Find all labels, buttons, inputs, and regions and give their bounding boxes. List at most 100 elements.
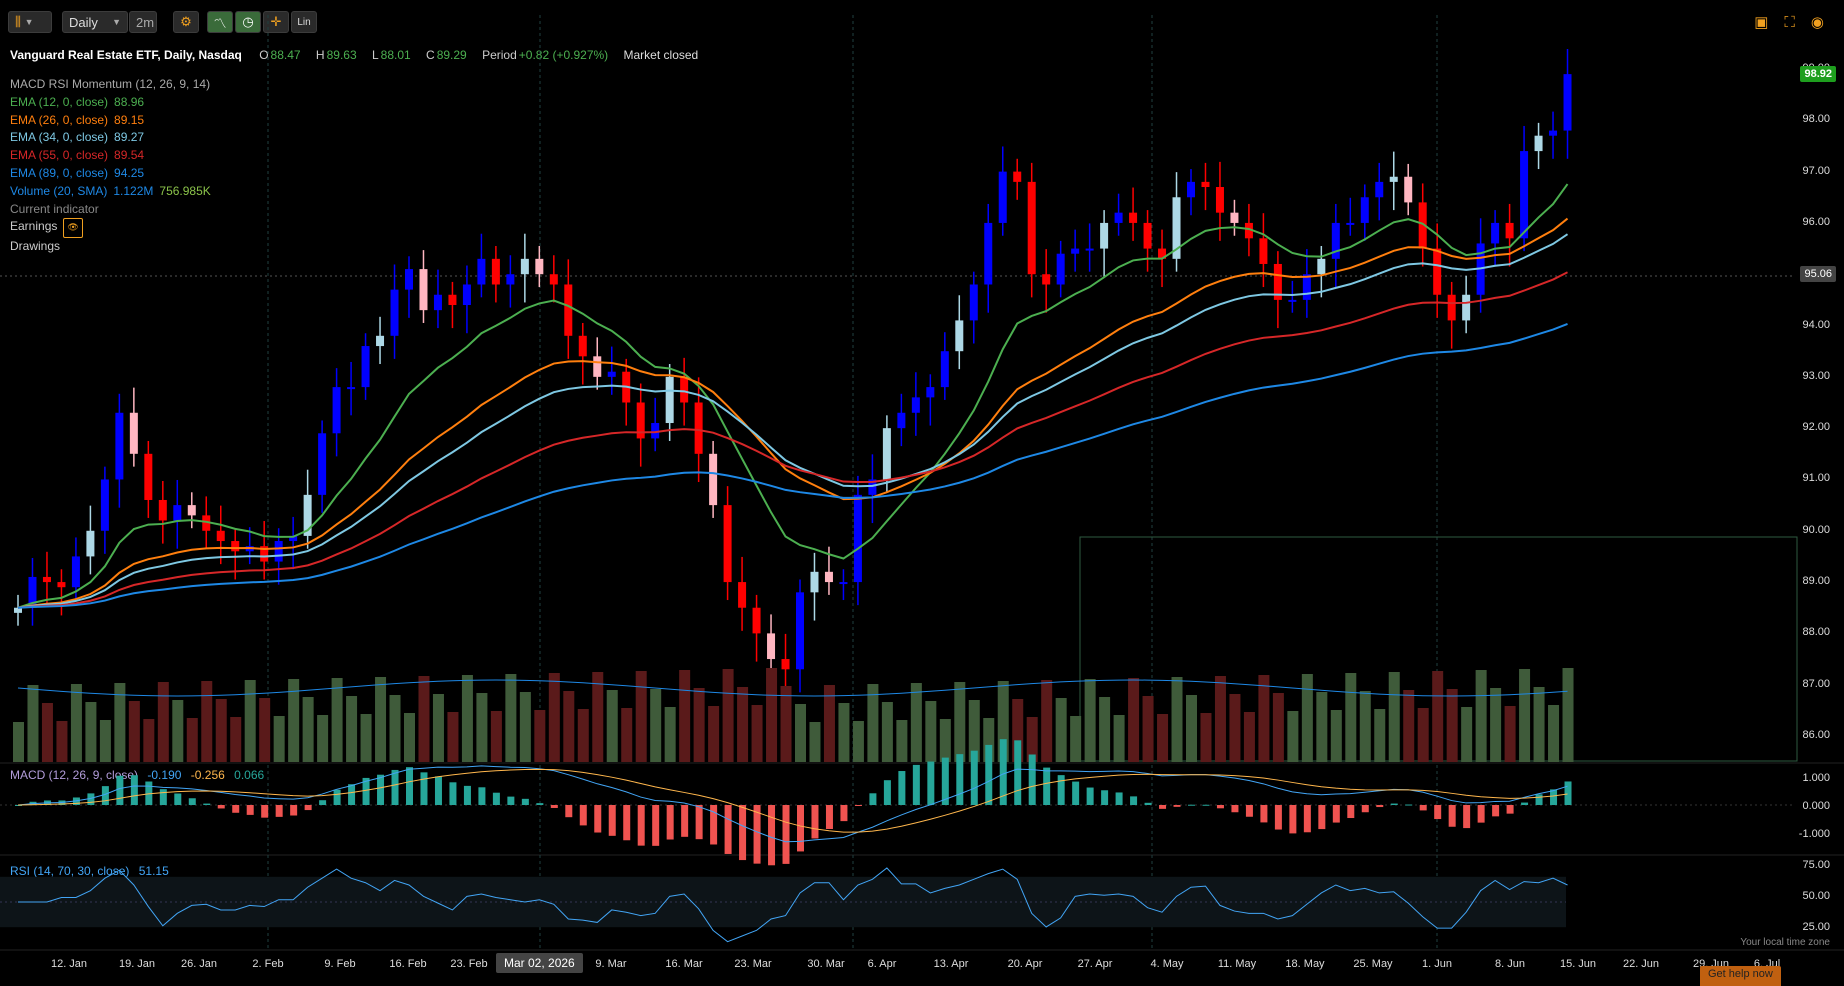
candle-body — [738, 582, 747, 608]
scale-label: Lin — [297, 16, 311, 28]
macd-histogram-bar — [652, 805, 660, 846]
candle-body — [911, 397, 920, 413]
candle-body — [868, 479, 877, 495]
volume-bar — [1345, 673, 1357, 762]
strategy-label[interactable]: MACD RSI Momentum (12, 26, 9, 14) — [10, 77, 211, 91]
macd-histogram-bar — [536, 803, 544, 805]
macd-histogram-bar — [854, 805, 862, 806]
macd-histogram-bar — [333, 789, 341, 805]
macd-histogram-bar — [1086, 787, 1094, 805]
macd-histogram-bar — [246, 805, 254, 815]
crosshair-button[interactable]: ✛ — [263, 11, 289, 33]
macd-histogram-bar — [1318, 805, 1326, 830]
rsi-tick-label: 50.00 — [1802, 890, 1830, 902]
volume-bar — [505, 674, 517, 762]
candle-body — [71, 556, 80, 588]
macd-signal-line — [17, 768, 1568, 833]
help-button[interactable]: Get help now — [1700, 966, 1781, 986]
volume-bar — [1562, 668, 1574, 762]
rsi-legend[interactable]: RSI (14, 70, 30, close) 51.15 — [10, 864, 169, 878]
macd-histogram-bar — [1043, 767, 1051, 805]
volume-bar — [1301, 674, 1313, 762]
ema26-line — [17, 217, 1569, 609]
clock-button[interactable]: ◷ — [235, 11, 261, 33]
ema55-legend[interactable]: EMA (55, 0, close) 89.54 — [10, 148, 145, 163]
period-label: Period — [482, 48, 517, 62]
volume-bar — [432, 694, 444, 762]
scale-button[interactable]: Lin — [291, 11, 317, 33]
volume-bar — [896, 720, 908, 762]
chevron-down-icon: ▼ — [112, 17, 121, 27]
indicators-button[interactable]: 〽 — [207, 11, 233, 33]
volume-bar — [925, 701, 937, 762]
volume-legend[interactable]: Volume (20, SMA) 1.122M 756.985K — [10, 183, 211, 198]
volume-bar — [70, 684, 82, 762]
candle-body — [1360, 197, 1369, 223]
macd-histogram-bar — [1014, 740, 1022, 805]
macd-histogram-bar — [1173, 805, 1181, 807]
macd-histogram-bar — [87, 793, 95, 805]
macd-histogram-bar — [1434, 805, 1442, 820]
macd-histogram-bar — [15, 805, 22, 806]
volume-bar — [1142, 696, 1154, 762]
candle-body — [853, 494, 862, 583]
candle-body — [1505, 222, 1514, 239]
volume-bar — [1055, 698, 1067, 762]
volume-bar — [13, 722, 24, 762]
candle-body — [173, 505, 182, 521]
volume-bar — [1026, 717, 1038, 762]
candle-body — [636, 402, 645, 439]
candle-body — [651, 423, 660, 439]
fullscreen-icon[interactable]: ⛶ — [1784, 13, 1795, 31]
volume-bar — [114, 683, 126, 762]
macd-histogram-bar — [1216, 805, 1224, 809]
macd-histogram-bar — [304, 805, 312, 811]
volume-bar — [1446, 689, 1458, 762]
volume-bar — [215, 699, 227, 762]
candle-body — [115, 412, 124, 480]
price-tick-label: 94.00 — [1802, 318, 1830, 331]
ema12-legend[interactable]: EMA (12, 0, close) 88.96 — [10, 94, 145, 109]
volume-bar — [693, 688, 705, 762]
price-tick-label: 89.00 — [1802, 575, 1830, 588]
volume-bar — [751, 705, 763, 762]
earnings-legend[interactable]: Earnings 👁 — [10, 218, 217, 239]
macd-histogram-bar — [840, 805, 848, 822]
rsi-tick-label: 25.00 — [1802, 921, 1830, 933]
date-tick-label: 13. Apr — [933, 958, 969, 970]
date-tick-label: 11. May — [1217, 958, 1257, 970]
ema26-legend[interactable]: EMA (26, 0, close) 89.15 — [10, 112, 145, 127]
macd-line — [17, 765, 1568, 843]
volume-bar — [650, 689, 662, 762]
macd-histogram-bar — [1231, 805, 1239, 813]
settings-button[interactable]: ⚙ — [173, 11, 199, 33]
macd-histogram-bar — [1115, 792, 1123, 805]
price-tick-label: 98.00 — [1802, 113, 1830, 126]
macd-histogram-bar — [116, 775, 124, 805]
macd-legend[interactable]: MACD (12, 26, 9, close) -0.190 -0.256 0.… — [10, 768, 265, 782]
eye-icon[interactable]: 👁 — [63, 218, 83, 239]
ema34-legend[interactable]: EMA (34, 0, close) 89.27 — [10, 130, 145, 145]
candle-body — [549, 274, 558, 285]
price-tick-label: 93.00 — [1802, 369, 1830, 382]
macd-histogram-bar — [1289, 805, 1297, 834]
volume-bar — [606, 690, 618, 762]
chart-type-dropdown[interactable]: ⫼ ▼ — [8, 11, 52, 33]
ema89-legend[interactable]: EMA (89, 0, close) 94.25 — [10, 165, 145, 180]
volume-bar — [1417, 708, 1429, 762]
drawings-label[interactable]: Drawings — [10, 239, 61, 254]
range-button[interactable]: 2m — [129, 11, 157, 33]
candle-body — [535, 258, 544, 275]
volume-bar — [1461, 707, 1473, 762]
candle-body — [187, 505, 196, 516]
chevron-down-icon: ▼ — [24, 17, 34, 27]
macd-histogram-bar — [1448, 805, 1456, 827]
interval-dropdown[interactable]: Daily ▼ — [62, 11, 128, 33]
camera-icon[interactable]: ◉ — [1810, 14, 1824, 31]
calendar-icon[interactable]: ▣ — [1754, 14, 1769, 31]
ema12-line — [17, 183, 1569, 609]
volume-bar — [404, 713, 415, 762]
volume-bar — [838, 703, 850, 762]
current-indicator-label[interactable]: Current indicator — [10, 201, 99, 216]
